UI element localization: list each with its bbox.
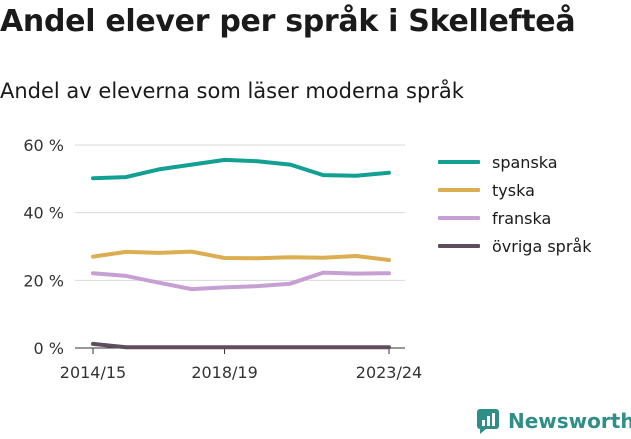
y-tick-label: 60 % — [23, 136, 64, 155]
series-lines — [91, 157, 391, 350]
legend-swatch — [438, 160, 480, 164]
series-line-spanska — [91, 157, 391, 181]
grid-lines — [75, 144, 405, 281]
legend-item: franska — [438, 204, 591, 232]
brand-logo: Newsworthy — [476, 408, 631, 434]
brand-name: Newsworthy — [508, 409, 631, 433]
y-tick-label: 0 % — [34, 339, 64, 358]
legend-label: tyska — [492, 180, 535, 200]
legend-label: franska — [492, 208, 552, 228]
series-line-övriga-språk — [91, 341, 391, 350]
y-tick-label: 40 % — [23, 204, 64, 223]
x-tick-label: 2014/15 — [60, 363, 126, 382]
y-axis-ticks: 0 % 20 % 40 % 60 % — [23, 136, 64, 358]
series-line-tyska — [91, 249, 391, 262]
y-tick-label: 20 % — [23, 271, 64, 290]
x-tick-label: 2018/19 — [191, 363, 257, 382]
chart-title: Andel elever per språk i Skellefteå — [0, 4, 576, 39]
legend-item: tyska — [438, 176, 591, 204]
legend-label: spanska — [492, 152, 558, 172]
legend-label: övriga språk — [492, 236, 592, 256]
x-tick-label: 2023/24 — [356, 363, 422, 382]
chart-subtitle: Andel av eleverna som läser moderna språ… — [0, 79, 464, 103]
series-line-franska — [91, 270, 391, 292]
legend-item: spanska — [438, 148, 591, 176]
legend-swatch — [438, 244, 480, 248]
legend-item: övriga språk — [438, 232, 591, 260]
legend: spanska tyska franska övriga språk — [438, 148, 591, 260]
newsworthy-logo-icon — [477, 409, 499, 434]
x-axis: 2014/15 2018/19 2023/24 — [60, 347, 422, 382]
legend-swatch — [438, 188, 480, 192]
legend-swatch — [438, 216, 480, 220]
